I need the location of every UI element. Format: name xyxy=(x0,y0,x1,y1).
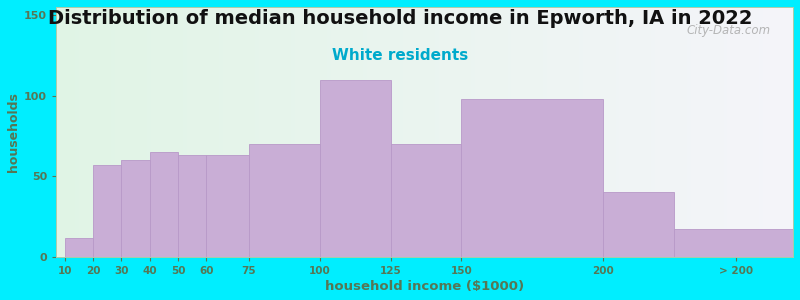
Text: White residents: White residents xyxy=(332,48,468,63)
Bar xyxy=(150,152,178,257)
Bar xyxy=(93,165,122,257)
Bar xyxy=(65,238,93,257)
Bar xyxy=(462,99,603,257)
Bar xyxy=(178,155,206,257)
Bar xyxy=(390,144,462,257)
Bar xyxy=(603,192,674,257)
Bar xyxy=(249,144,320,257)
Bar xyxy=(206,155,249,257)
Y-axis label: households: households xyxy=(7,92,20,172)
Bar xyxy=(320,80,390,257)
Text: Distribution of median household income in Epworth, IA in 2022: Distribution of median household income … xyxy=(48,9,752,28)
X-axis label: household income ($1000): household income ($1000) xyxy=(325,280,524,293)
Bar xyxy=(122,160,150,257)
Bar xyxy=(674,230,800,257)
Text: City-Data.com: City-Data.com xyxy=(687,24,771,38)
